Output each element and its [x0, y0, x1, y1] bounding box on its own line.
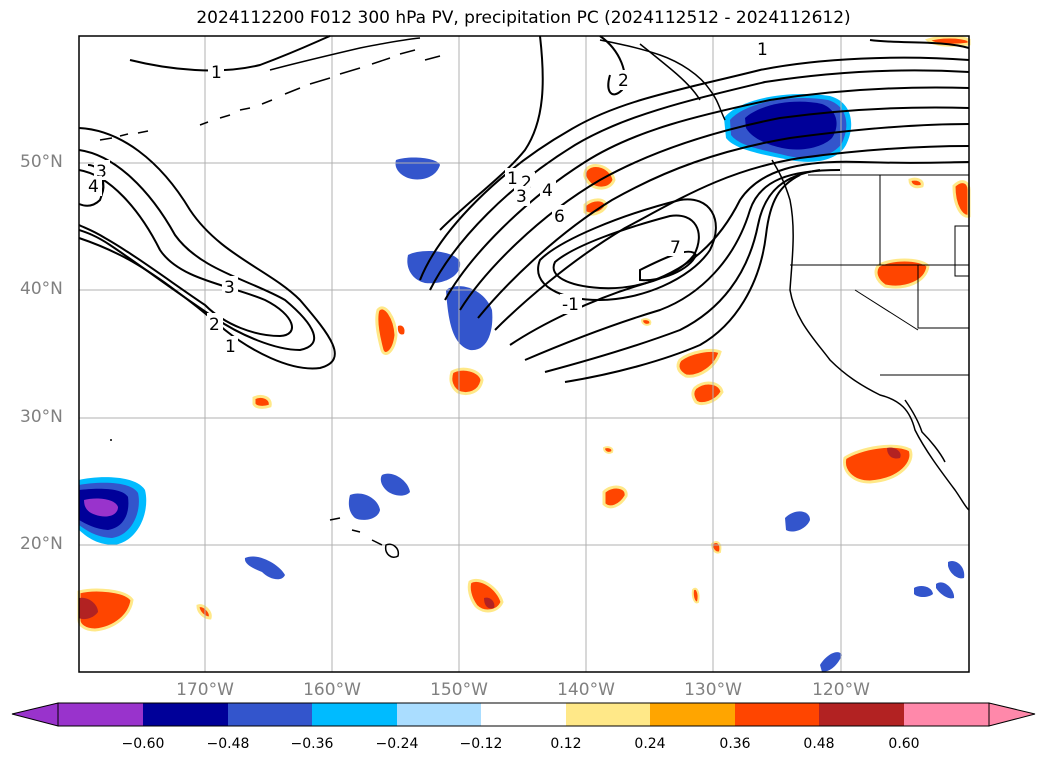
lat-label: 30°N — [20, 407, 63, 427]
contour-label: 4 — [88, 177, 99, 197]
colorbar-tick: −0.36 — [290, 736, 334, 752]
colorbar-tick: −0.24 — [375, 736, 419, 752]
lon-label: 130°W — [684, 680, 742, 700]
contour-label: 4 — [542, 181, 553, 201]
contour-label: 6 — [554, 207, 565, 227]
contour-label: 1 — [225, 337, 236, 357]
contour-label: 2 — [521, 173, 532, 193]
lon-label: 140°W — [557, 680, 615, 700]
contour-label: 3 — [516, 187, 527, 207]
contour-label: 1 — [211, 63, 222, 83]
contour-label: -1 — [562, 295, 579, 315]
colorbar-tick: 0.12 — [550, 736, 582, 752]
pv-contours — [78, 35, 970, 383]
colorbar-tick: −0.60 — [121, 736, 165, 752]
precip-negative-areas — [79, 94, 965, 672]
contour-label: 1 — [507, 169, 518, 189]
colorbar-tick: 0.36 — [719, 736, 751, 752]
contour-label: 2 — [618, 71, 629, 91]
contour-label: 2 — [209, 315, 220, 335]
lon-label: 160°W — [303, 680, 361, 700]
map-title: 2024112200 F012 300 hPa PV, precipitatio… — [196, 8, 851, 28]
colorbar-tick: 0.48 — [803, 736, 835, 752]
contour-label: 1 — [757, 40, 768, 60]
colorbar-tick: 0.24 — [634, 736, 666, 752]
lon-label: 150°W — [430, 680, 488, 700]
map-frame — [78, 35, 970, 673]
colorbar-tick: 0.60 — [888, 736, 920, 752]
contour-label: 3 — [96, 162, 107, 182]
lon-label: 120°W — [812, 680, 870, 700]
contour-label: 3 — [224, 278, 235, 298]
lon-label: 170°W — [176, 680, 234, 700]
contour-label: 7 — [670, 238, 681, 258]
colorbar — [11, 702, 1036, 727]
colorbar-extend-low — [11, 702, 59, 727]
lat-label: 40°N — [20, 279, 63, 299]
colorbar-extend-high — [988, 702, 1036, 727]
lat-label: 20°N — [20, 534, 63, 554]
colorbar-tick: −0.12 — [459, 736, 503, 752]
contour-labels: 1 3 2 1 3 4 1 2 3 4 6 7 -1 1 2 — [86, 38, 771, 357]
lat-label: 50°N — [20, 152, 63, 172]
colorbar-tick: −0.48 — [206, 736, 250, 752]
